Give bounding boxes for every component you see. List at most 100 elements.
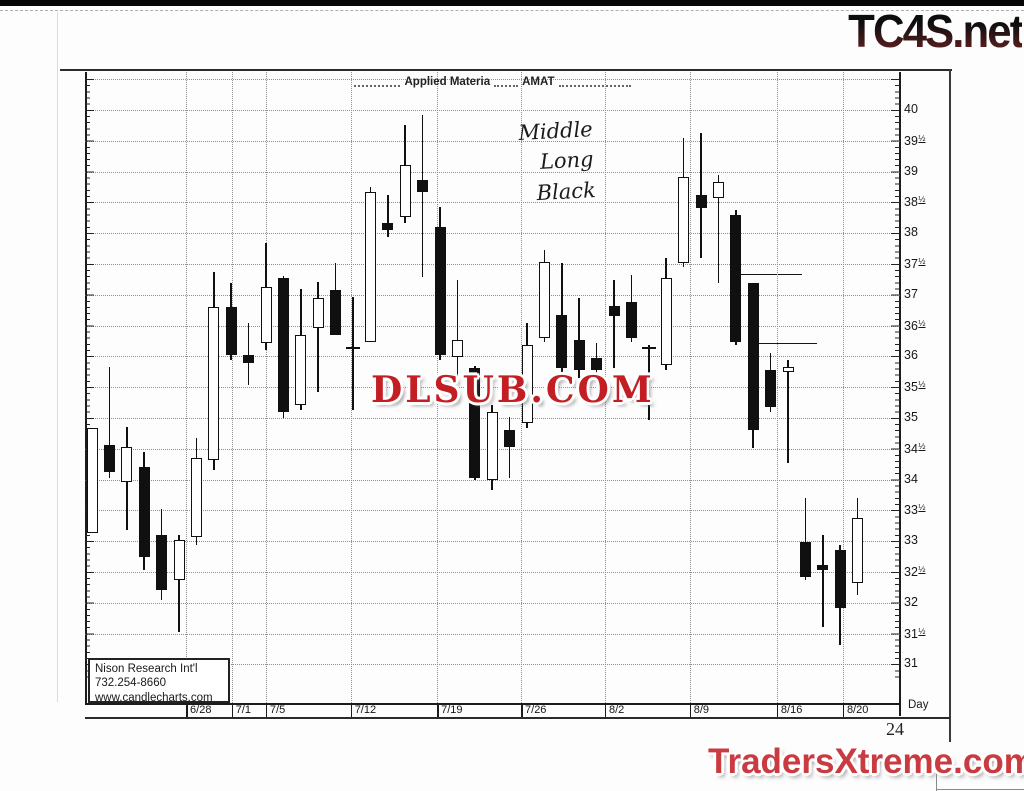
- x-axis-label-row: 6/28 7/1 7/5 7/12 7/19 7/26 8/2 8/9 8/16 8/20: [85, 703, 950, 719]
- doji-open-close-line: [346, 346, 360, 349]
- candle-body-black: [695, 195, 707, 208]
- x-axis-tick-separator: [776, 703, 779, 717]
- y-axis-label: 32: [904, 594, 918, 609]
- candle-body-black: [225, 307, 237, 356]
- candle-body-black: [417, 180, 429, 192]
- candle-body-black: [730, 214, 742, 343]
- candle-body-white: [312, 297, 324, 329]
- candle-body-white: [712, 182, 724, 199]
- candle-body-white: [538, 262, 550, 338]
- x-axis-title: Day: [908, 699, 929, 711]
- gridline-horizontal: [85, 356, 900, 358]
- gridline-horizontal: [85, 110, 900, 111]
- y-axis-label: 32½: [904, 564, 926, 579]
- x-axis-label: 6/28: [190, 704, 212, 716]
- y-axis-label: 35: [904, 410, 918, 424]
- gridline-horizontal: [85, 294, 900, 296]
- candle-body-black: [608, 305, 620, 316]
- candle-body-black: [277, 278, 289, 412]
- y-axis-label: 35½: [904, 379, 926, 395]
- candle-wick: [804, 498, 807, 580]
- candle-body-black: [382, 223, 394, 231]
- candle-body-black: [747, 283, 759, 430]
- y-axis-label: 38: [904, 225, 918, 240]
- x-axis-label: 8/20: [846, 704, 869, 716]
- candle-body-white: [260, 286, 272, 343]
- candle-body-white: [295, 334, 307, 406]
- x-axis-label: 7/1: [235, 704, 251, 716]
- x-axis-tick-separator: [521, 703, 523, 717]
- title-leader-dots: [558, 77, 631, 87]
- nison-research-info-box: Nison Research Int'l 732.254-8660 www.ca…: [88, 658, 230, 704]
- chart-bottom-axis-line: [85, 703, 900, 705]
- candle-body-black: [573, 339, 585, 370]
- scan-top-bar: [0, 0, 1024, 6]
- candle-wick: [508, 416, 511, 478]
- candle-wick: [178, 535, 180, 632]
- candle-body-white: [399, 164, 411, 218]
- gridline-horizontal: [85, 387, 900, 389]
- gridline-horizontal: [85, 79, 900, 81]
- support-reference-line: [737, 273, 803, 276]
- candle-body-black: [434, 227, 446, 356]
- support-reference-line: [751, 342, 817, 345]
- candle-body-black: [591, 358, 603, 370]
- chart-title: Applied Materia: [404, 76, 491, 88]
- x-axis-label: 8/2: [608, 704, 625, 716]
- y-axis-label: 34½: [904, 440, 926, 456]
- candle-body-black: [156, 535, 168, 590]
- gridline-horizontal: [85, 541, 900, 543]
- x-axis-tick-separator: [350, 703, 353, 717]
- candle-body-white: [782, 366, 794, 372]
- candle-body-white: [86, 427, 98, 534]
- left-tick-ruler-major: [85, 79, 94, 680]
- x-axis-label: 7/5: [269, 704, 286, 716]
- chart-ticker: AMAT: [522, 76, 555, 88]
- gridline-horizontal: [85, 202, 900, 204]
- x-axis-label: 7/26: [525, 704, 547, 716]
- chart-title-row: Applied Materia AMAT: [85, 73, 900, 91]
- candle-body-white: [208, 307, 220, 460]
- gridline-horizontal: [85, 602, 900, 604]
- x-axis-label: 7/12: [354, 704, 377, 716]
- gridline-horizontal: [85, 510, 900, 512]
- handwritten-annotation: Middle Long Black: [518, 114, 597, 209]
- x-axis-label: 7/19: [441, 704, 463, 716]
- candle-wick: [456, 280, 459, 378]
- x-axis-tick-separator: [604, 703, 607, 717]
- y-axis-label: 39½: [904, 132, 926, 148]
- page-number: 24: [886, 719, 904, 739]
- page-right-border: [949, 69, 951, 742]
- y-axis-label: 31½: [904, 625, 926, 641]
- y-axis-label: 33½: [904, 502, 926, 518]
- candle-body-black: [817, 565, 829, 571]
- gridline-horizontal: [85, 325, 900, 327]
- y-axis-labels: 40 39½ 39 38½ 38 37½ 37 36½ 36 35½ 35 34½ 34 33½ 33 32½…: [904, 72, 950, 703]
- dlsub-watermark: DLSUB.COM: [371, 369, 655, 411]
- candle-body-black: [103, 445, 115, 473]
- candle-wick: [387, 195, 389, 237]
- y-axis-label: 37: [904, 286, 918, 301]
- candle-body-black: [243, 355, 255, 364]
- candle-wick: [247, 323, 250, 386]
- candle-body-black: [138, 467, 150, 558]
- y-axis-label: 31: [904, 656, 918, 671]
- x-axis-tick-separator: [265, 703, 268, 717]
- candle-body-black: [469, 368, 481, 478]
- candle-wick: [421, 114, 424, 277]
- y-axis-label: 37½: [904, 256, 926, 271]
- candle-wick: [717, 175, 720, 284]
- info-line-phone: 732.254-8660: [95, 677, 166, 690]
- candle-body-white: [852, 517, 864, 584]
- candle-body-white: [190, 458, 202, 538]
- candle-wick: [613, 280, 615, 369]
- candle-wick: [578, 297, 580, 378]
- x-axis-tick-separator: [437, 703, 439, 717]
- gridline-horizontal: [85, 633, 900, 635]
- candle-body-black: [556, 314, 568, 369]
- candle-body-black: [834, 549, 846, 608]
- chart-right-axis-line: [899, 72, 901, 716]
- candle-wick: [317, 281, 319, 393]
- gridline-horizontal: [85, 233, 900, 235]
